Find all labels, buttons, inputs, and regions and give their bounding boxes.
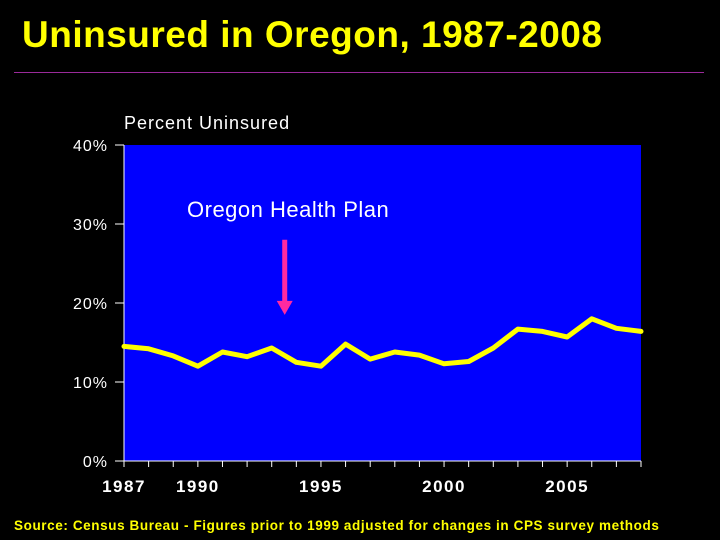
y-axis-label: Percent Uninsured [124, 113, 290, 133]
data-point-1999 [417, 353, 422, 358]
data-point-1987 [122, 344, 126, 349]
y-tick-label: 10% [73, 375, 108, 392]
data-point-1996 [343, 342, 348, 347]
x-tick-label: 1987 [102, 477, 146, 496]
data-point-2007 [614, 326, 619, 331]
x-tick-label: 2000 [422, 477, 466, 496]
annotation-label: Oregon Health Plan [187, 197, 389, 222]
data-point-1988 [146, 346, 151, 351]
data-point-1991 [220, 349, 225, 354]
x-tick-label: 1995 [299, 477, 343, 496]
data-point-1989 [171, 353, 176, 358]
title-divider [14, 72, 704, 73]
source-note: Source: Census Bureau - Figures prior to… [14, 518, 660, 533]
data-point-1997 [368, 357, 373, 362]
chart-title: Uninsured in Oregon, 1987-2008 [22, 14, 603, 55]
y-tick-label: 20% [73, 296, 108, 313]
data-point-2003 [515, 327, 520, 332]
data-point-2000 [442, 361, 447, 366]
data-point-2001 [466, 359, 471, 364]
y-tick-label: 30% [73, 217, 108, 234]
y-tick-label: 0% [83, 454, 108, 471]
y-tick-label: 40% [73, 138, 108, 155]
data-point-2004 [540, 329, 545, 334]
annotation-arrow-head [276, 300, 293, 315]
data-point-1990 [195, 364, 200, 369]
data-point-1993 [269, 346, 274, 351]
axes: 0% 10% 20% 30% 40% 1987 1990 1995 2000 2005 [73, 138, 642, 496]
x-tick-label: 2005 [545, 477, 589, 496]
data-point-1994 [294, 360, 299, 365]
data-point-2008 [639, 329, 643, 334]
annotation-group: Oregon Health Plan [187, 197, 389, 315]
data-point-1992 [245, 354, 250, 359]
data-point-2006 [589, 316, 594, 321]
data-point-1995 [318, 364, 323, 369]
data-points [122, 316, 643, 369]
x-tick-label: 1990 [176, 477, 220, 496]
plot-area [124, 145, 641, 461]
series-line-oregon-uninsured [121, 316, 644, 369]
data-point-2005 [565, 334, 570, 339]
data-point-1998 [392, 349, 397, 354]
data-point-2002 [491, 346, 496, 351]
